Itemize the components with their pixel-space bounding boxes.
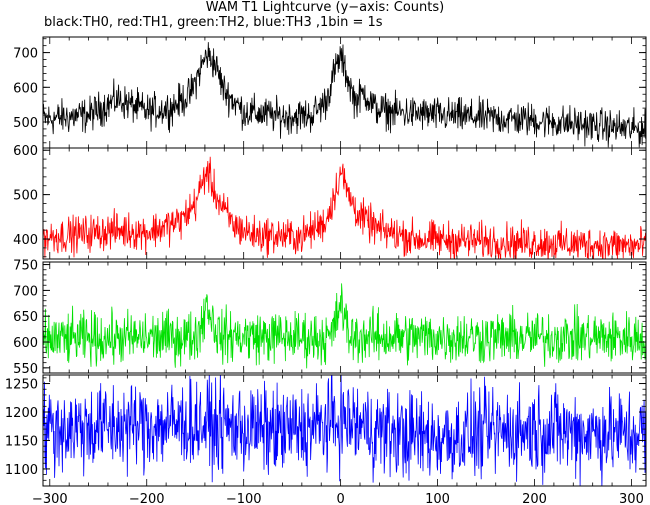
y-tick-label: 1200 [5,406,38,421]
y-tick-label: 1100 [5,463,38,478]
y-tick-label: 500 [13,116,38,131]
y-tick-label: 600 [13,81,38,96]
x-tick-label: 100 [425,492,450,505]
y-tick-label: 700 [13,284,38,299]
panel-frame-th2 [42,261,647,374]
series-th1 [43,156,646,259]
y-tick-label: 600 [13,336,38,351]
x-tick-label: −200 [129,492,165,505]
x-tick-label: 300 [619,492,644,505]
panel-frame-th3 [42,374,647,487]
y-tick-label: 600 [13,144,38,159]
series-th3 [43,375,646,486]
x-tick-label: −300 [32,492,68,505]
y-tick-label: 650 [13,310,38,325]
y-tick-label: 1150 [5,434,38,449]
chart-title: WAM T1 Lightcurve (y−axis: Counts) [205,0,445,15]
series-th0 [43,42,646,148]
y-tick-label: 500 [13,189,38,204]
panel-frame-th0 [42,36,647,149]
x-tick-label: 0 [336,492,344,505]
y-tick-label: 400 [13,233,38,248]
x-tick-label: −100 [226,492,262,505]
y-tick-label: 700 [13,47,38,62]
y-tick-label: 750 [13,259,38,274]
series-th2 [43,283,646,369]
x-tick-label: 200 [522,492,547,505]
y-tick-label: 1250 [5,378,38,393]
chart-subtitle: black:TH0, red:TH1, green:TH2, blue:TH3 … [44,15,383,30]
y-tick-label: 550 [13,362,38,377]
